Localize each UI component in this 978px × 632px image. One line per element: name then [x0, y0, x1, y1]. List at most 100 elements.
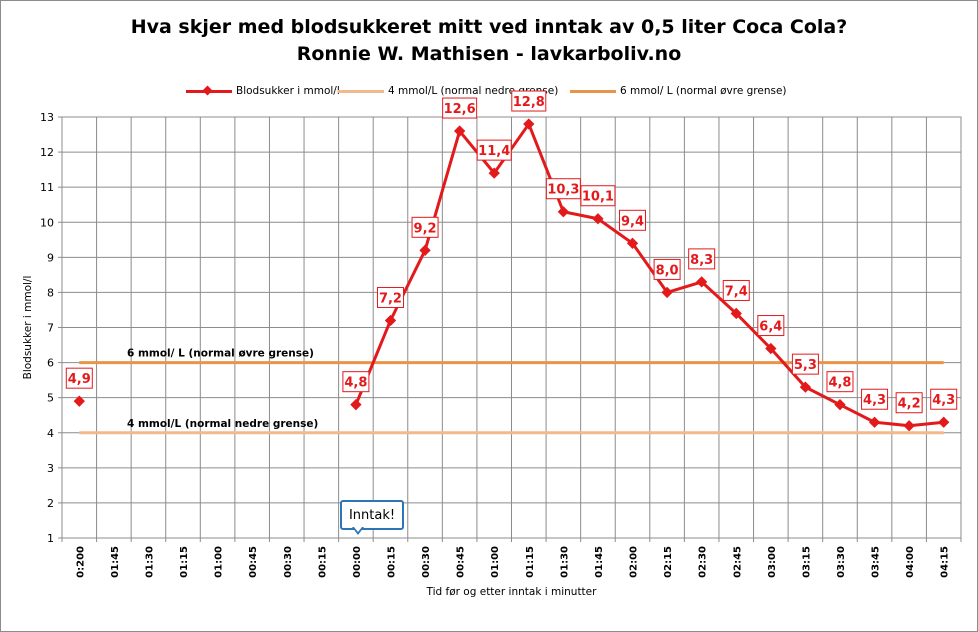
data-label: 12,8 — [513, 95, 545, 110]
data-label-box — [826, 371, 854, 393]
data-label: 7,2 — [379, 291, 402, 306]
data-label: 8,0 — [656, 263, 679, 278]
data-point — [419, 244, 431, 256]
reference-label-upper: 6 mmol/ L (normal øvre grense) — [127, 348, 314, 360]
data-point — [799, 381, 812, 393]
legend-label-bloodsugar: Blodsukker i mmol/l — [236, 85, 340, 97]
y-axis-title: Blodsukker i mmol/l — [22, 276, 34, 380]
chart-title: Hva skjer med blodsukkeret mitt ved innt… — [130, 16, 848, 38]
y-tick-label: 3 — [47, 462, 54, 475]
data-label-box — [411, 216, 439, 238]
legend-item-bloodsugar: Blodsukker i mmol/l — [186, 82, 340, 100]
x-tick-label: 0:200 — [75, 546, 86, 578]
data-label: 8,3 — [690, 253, 713, 268]
chart-title-block: Hva skjer med blodsukkeret mitt ved innt… — [0, 14, 978, 68]
data-label: 7,4 — [725, 284, 748, 299]
data-label-box — [619, 209, 647, 231]
data-point — [488, 167, 500, 179]
x-tick-label: 02:30 — [698, 546, 709, 578]
data-point — [384, 314, 397, 327]
data-label-box — [791, 353, 819, 375]
data-label-box — [476, 139, 512, 161]
x-axis-title: Tid før og etter inntak i minutter — [426, 586, 598, 598]
legend-swatch-lower — [338, 82, 384, 100]
legend-item-upper: 6 mmol/ L (normal øvre grense) — [570, 82, 787, 100]
legend-swatch-upper — [570, 82, 616, 100]
x-tick-label: 00:00 — [352, 546, 363, 578]
y-tick-label: 11 — [40, 181, 54, 194]
data-point — [765, 342, 777, 355]
y-tick-label: 8 — [47, 286, 54, 299]
x-tick-label: 03:30 — [836, 546, 847, 578]
x-tick-label: 00:45 — [248, 546, 259, 578]
x-tick-label: 01:15 — [179, 546, 190, 578]
data-label-box — [722, 279, 750, 301]
reference-label-lower: 4 mmol/L (normal nedre grense) — [127, 418, 318, 430]
data-point — [592, 213, 604, 225]
intake-callout: Inntak! — [340, 500, 404, 530]
data-label: 11,4 — [478, 144, 510, 159]
x-tick-label: 01:30 — [559, 546, 570, 578]
x-tick-label: 01:15 — [525, 546, 536, 578]
x-tick-label: 00:45 — [456, 546, 467, 578]
y-tick-label: 13 — [40, 111, 54, 124]
data-point — [626, 237, 639, 249]
data-point — [661, 286, 673, 299]
data-label-box — [376, 286, 404, 308]
intake-callout-tail-inner — [354, 527, 362, 532]
data-label: 4,8 — [344, 376, 367, 391]
y-tick-label: 5 — [47, 392, 54, 405]
data-label: 12,6 — [444, 102, 476, 117]
data-label-box — [653, 258, 681, 280]
data-label-box — [342, 371, 370, 393]
data-label: 5,3 — [794, 358, 817, 373]
data-label: 4,9 — [68, 372, 91, 387]
data-label-box — [930, 388, 958, 410]
x-tick-label: 00:30 — [421, 546, 432, 578]
y-tick-label: 12 — [40, 146, 54, 159]
y-tick-label: 1 — [47, 532, 54, 545]
data-point — [903, 420, 915, 432]
data-label-box — [861, 388, 889, 410]
data-point — [350, 399, 362, 411]
x-tick-label: 02:15 — [663, 546, 674, 578]
data-label: 10,1 — [582, 190, 614, 205]
x-tick-label: 00:15 — [317, 546, 328, 578]
y-tick-label: 7 — [47, 322, 54, 335]
series-line-bloodsugar — [354, 122, 944, 428]
data-label-box — [442, 97, 478, 119]
y-tick-label: 4 — [47, 427, 54, 440]
chart-subtitle: Ronnie W. Mathisen - lavkarboliv.no — [296, 43, 682, 65]
x-tick-label: 00:30 — [283, 546, 294, 578]
data-label: 9,2 — [414, 221, 437, 236]
data-label: 4,8 — [828, 376, 851, 391]
data-point — [730, 307, 742, 320]
data-point — [868, 416, 881, 428]
x-tick-label: 03:45 — [871, 546, 882, 578]
data-label-box — [757, 315, 785, 337]
data-label-box — [580, 185, 616, 207]
data-point — [834, 399, 846, 411]
x-tick-label: 01:00 — [490, 546, 501, 578]
legend-swatch-bloodsugar — [186, 82, 232, 100]
data-label: 10,3 — [547, 183, 579, 198]
data-label-box — [688, 248, 716, 270]
y-tick-label: 10 — [40, 216, 54, 229]
x-tick-label: 00:15 — [386, 546, 397, 578]
x-tick-label: 02:00 — [629, 546, 640, 578]
legend-label-upper: 6 mmol/ L (normal øvre grense) — [620, 85, 787, 97]
y-tick-label: 6 — [47, 357, 54, 370]
intake-callout-text: Inntak! — [348, 507, 396, 523]
data-point — [696, 276, 708, 288]
x-tick-label: 03:15 — [801, 546, 812, 578]
data-label-box — [511, 90, 547, 112]
data-point — [938, 416, 950, 428]
x-tick-label: 04:00 — [905, 546, 916, 578]
data-label: 9,4 — [621, 214, 644, 229]
x-tick-label: 01:30 — [144, 546, 155, 578]
x-tick-label: 04:15 — [940, 546, 951, 578]
data-label: 4,3 — [932, 393, 955, 408]
data-label: 4,3 — [863, 393, 886, 408]
x-tick-label: 02:45 — [732, 546, 743, 578]
